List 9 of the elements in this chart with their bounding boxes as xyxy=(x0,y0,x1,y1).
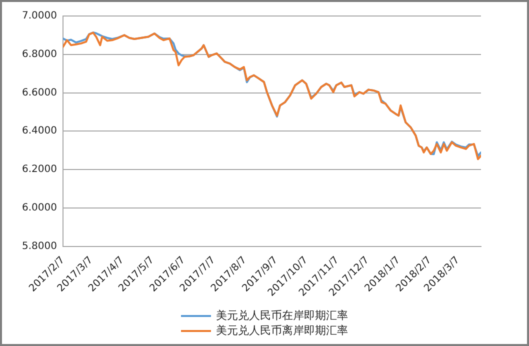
y-tick-label: 6.2000 xyxy=(22,164,57,176)
legend-label: 美元兑人民币离岸即期汇率 xyxy=(216,323,348,338)
legend-label: 美元兑人民币在岸即期汇率 xyxy=(216,308,348,323)
y-tick-label: 7.0000 xyxy=(22,10,57,22)
y-tick-label: 6.8000 xyxy=(22,48,57,60)
y-tick-label: 6.4000 xyxy=(22,126,57,137)
y-tick-label: 5.8000 xyxy=(22,240,57,252)
y-tick-label: 6.6000 xyxy=(22,87,57,98)
y-tick-label: 6.0000 xyxy=(22,202,57,214)
